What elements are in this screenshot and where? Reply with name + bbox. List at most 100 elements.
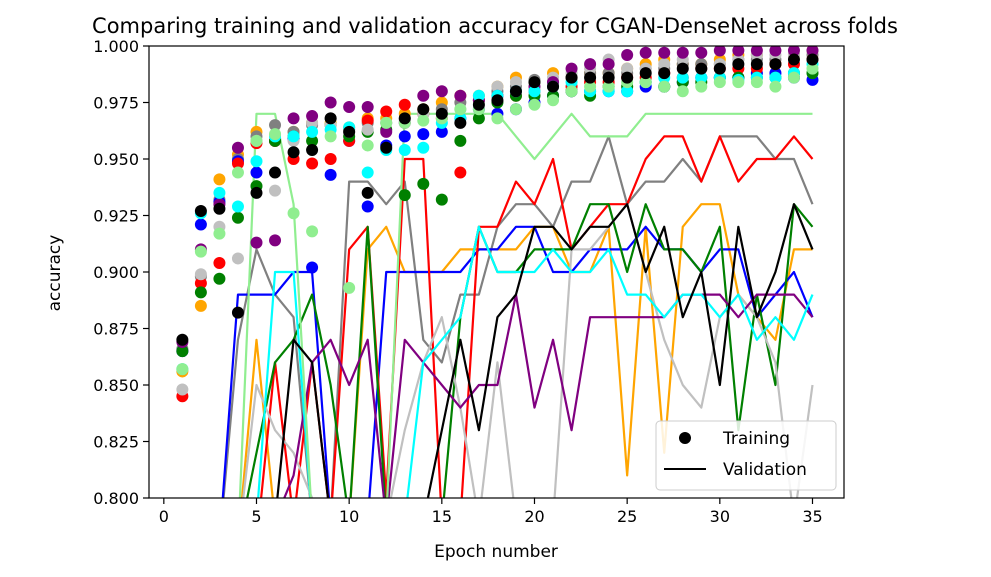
training-point-fold-8 (250, 155, 263, 168)
training-point-fold-7 (435, 85, 448, 98)
training-point-fold-5 (398, 189, 411, 202)
x-tick-label: 10 (339, 507, 359, 526)
y-tick-label: 0.925 (93, 207, 139, 226)
validation-line-fold-10 (276, 203, 814, 498)
y-axis-ticks: 0.800 0.825 0.850 0.875 0.900 0.925 0.950 0.975… (93, 37, 149, 508)
training-point-fold-8 (417, 141, 430, 154)
training-point-fold-9 (287, 207, 300, 220)
training-point-fold-4 (213, 256, 226, 269)
training-point-fold-7 (732, 46, 745, 57)
training-point-fold-8 (621, 85, 634, 98)
training-point-fold-9 (769, 80, 782, 93)
training-point-fold-10 (454, 116, 467, 129)
training-point-fold-7 (454, 89, 467, 102)
training-point-fold-10 (806, 53, 819, 66)
training-point-fold-5 (454, 134, 467, 147)
training-point-fold-3 (435, 125, 448, 138)
training-point-fold-5 (417, 177, 430, 190)
training-point-fold-8 (213, 186, 226, 199)
training-point-fold-2 (269, 119, 282, 132)
validation-line-fold-3 (221, 225, 814, 498)
training-point-fold-10 (658, 67, 671, 80)
training-point-fold-9 (509, 103, 522, 116)
training-point-fold-8 (676, 71, 689, 84)
training-points (176, 46, 819, 403)
training-point-fold-5 (176, 345, 189, 358)
training-point-fold-7 (769, 46, 782, 57)
training-point-fold-7 (787, 46, 800, 57)
training-point-fold-10 (417, 103, 430, 116)
y-tick-label: 0.950 (93, 150, 139, 169)
training-point-fold-1 (213, 173, 226, 186)
training-point-fold-6 (269, 184, 282, 197)
x-axis-title: Epoch number (434, 542, 558, 562)
chart-title: Comparing training and validation accura… (92, 14, 898, 38)
training-point-fold-10 (213, 202, 226, 215)
training-point-fold-9 (806, 62, 819, 75)
training-point-fold-5 (472, 112, 485, 125)
training-point-fold-10 (361, 186, 374, 199)
training-point-fold-10 (547, 80, 560, 93)
training-point-fold-7 (806, 46, 819, 57)
training-point-fold-10 (472, 98, 485, 111)
training-point-fold-10 (231, 306, 244, 319)
training-point-fold-4 (194, 277, 207, 290)
training-point-fold-9 (565, 85, 578, 98)
training-point-fold-10 (769, 58, 782, 71)
x-tick-label: 15 (432, 507, 452, 526)
training-point-fold-7 (306, 110, 319, 123)
training-point-fold-9 (528, 98, 541, 111)
training-point-fold-9 (380, 116, 393, 129)
training-point-fold-7 (287, 112, 300, 125)
legend-box (655, 420, 837, 491)
training-point-fold-10 (528, 76, 541, 89)
training-point-fold-3 (398, 130, 411, 143)
training-point-fold-10 (324, 112, 337, 125)
training-point-fold-4 (454, 166, 467, 179)
training-point-fold-9 (417, 114, 430, 127)
legend-validation-label: Validation (723, 460, 807, 480)
x-tick-label: 30 (710, 507, 730, 526)
training-point-fold-9 (639, 76, 652, 89)
training-point-fold-8 (231, 200, 244, 213)
training-point-fold-10 (343, 125, 356, 138)
training-point-fold-4 (324, 153, 337, 165)
training-point-fold-7 (361, 101, 374, 114)
x-tick-label: 0 (159, 507, 169, 526)
training-point-fold-6 (658, 58, 671, 71)
training-point-fold-7 (417, 89, 430, 102)
x-axis-ticks: 0 5 10 15 20 25 30 35 (159, 498, 823, 526)
training-point-fold-3 (250, 166, 263, 179)
training-point-fold-9 (602, 80, 615, 93)
training-point-fold-10 (639, 67, 652, 80)
training-point-fold-9 (176, 363, 189, 376)
training-point-fold-7 (343, 101, 356, 114)
legend-training-marker (679, 432, 691, 444)
training-point-fold-10 (287, 146, 300, 159)
training-point-fold-3 (361, 200, 374, 213)
training-point-fold-7 (639, 46, 652, 59)
training-point-fold-10 (435, 107, 448, 120)
training-point-fold-6 (231, 252, 244, 265)
validation-line-fold-7 (283, 293, 814, 498)
legend-training-label: Training (722, 429, 790, 449)
training-point-fold-10 (176, 333, 189, 346)
training-point-fold-7 (658, 46, 671, 59)
training-point-fold-10 (602, 71, 615, 84)
training-point-fold-10 (250, 186, 263, 199)
training-point-fold-4 (231, 157, 244, 170)
validation-line-fold-4 (260, 135, 814, 498)
training-point-fold-5 (231, 211, 244, 224)
training-point-fold-10 (491, 94, 504, 107)
training-point-fold-10 (713, 62, 726, 75)
training-point-fold-9 (454, 103, 467, 116)
training-point-fold-4 (361, 114, 374, 127)
training-point-fold-10 (565, 71, 578, 84)
training-point-fold-8 (769, 71, 782, 84)
training-point-fold-7 (676, 46, 689, 59)
y-tick-label: 0.900 (93, 263, 139, 282)
training-point-fold-9 (658, 80, 671, 93)
training-point-fold-8 (398, 143, 411, 156)
training-point-fold-9 (250, 134, 263, 147)
